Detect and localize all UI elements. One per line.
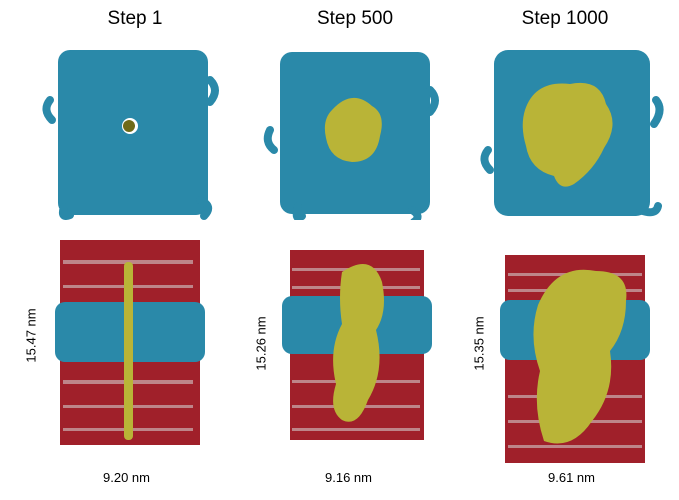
width-label-step500: 9.16 nm (325, 470, 372, 485)
height-label-step1000: 15.35 nm (471, 316, 487, 371)
height-label-step500: 15.26 nm (253, 316, 269, 371)
height-label-step1: 15.47 nm (23, 308, 39, 363)
width-label-step1000: 9.61 nm (548, 470, 595, 485)
side-view-step500 (282, 250, 432, 440)
top-view-step500 (263, 52, 439, 220)
step1-title: Step 1 (107, 8, 163, 29)
top-view-step1 (42, 50, 219, 220)
side-view-step1 (55, 240, 205, 445)
step500-title: Step 500 (316, 8, 394, 29)
side-view-step1000 (500, 255, 650, 463)
width-label-step1: 9.20 nm (103, 470, 150, 485)
top-view-step1000 (480, 50, 664, 217)
step1000-title: Step 1000 (521, 8, 609, 29)
